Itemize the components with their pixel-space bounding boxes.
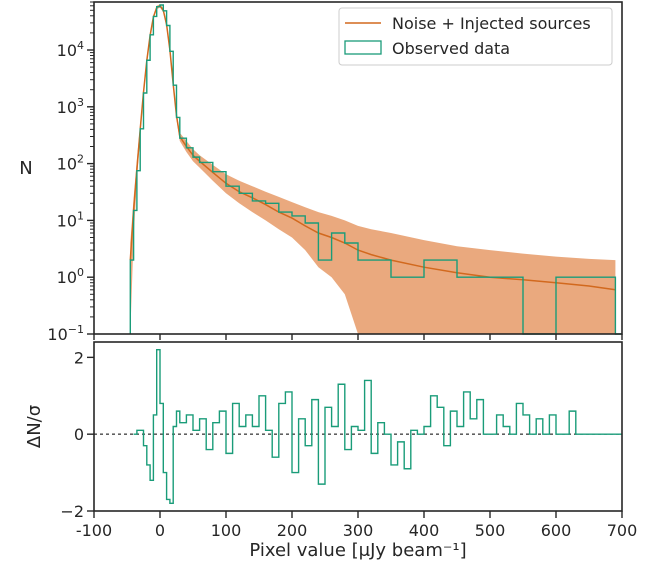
y-tick-label: 104 <box>57 39 84 60</box>
top-y-axis-label: N <box>19 158 32 179</box>
y-tick-label: 102 <box>57 153 84 174</box>
x-tick-label: 400 <box>409 521 440 540</box>
y-tick-label: 100 <box>57 266 84 287</box>
residual-y-axis-label: ΔN/σ <box>24 405 45 448</box>
x-tick-label: 200 <box>277 521 308 540</box>
model-line <box>129 4 616 291</box>
x-tick-label: 600 <box>541 521 572 540</box>
legend-box-marker <box>344 40 382 55</box>
model-uncertainty-band <box>130 4 616 334</box>
residual-y-tick-label: 0 <box>74 425 84 444</box>
bottom-panel: −2 0 2 -100 0 100 200 300 400 500 600 700 Pixel valu… <box>24 341 638 561</box>
x-tick-label: 100 <box>211 521 242 540</box>
x-tick-label: 500 <box>475 521 506 540</box>
y-tick-label: 10−1 <box>47 323 84 344</box>
legend-label-observed: Observed data <box>392 39 510 58</box>
x-tick-label: 700 <box>607 521 638 540</box>
x-axis-label: Pixel value [μJy beam⁻¹] <box>249 540 466 561</box>
observed-step-line <box>129 4 622 335</box>
legend-label-model: Noise + Injected sources <box>392 14 591 33</box>
residual-y-tick-label: −2 <box>60 502 84 521</box>
x-tick-label: 300 <box>343 521 374 540</box>
legend: Noise + Injected sources Observed data <box>338 7 613 66</box>
y-tick-label: 103 <box>57 96 84 117</box>
y-tick-label: 101 <box>57 209 84 230</box>
x-tick-label: -100 <box>76 521 112 540</box>
residual-y-tick-label: 2 <box>74 348 84 367</box>
top-panel: 10−1 100 101 102 103 104 N Noise + Injected sou… <box>19 1 623 344</box>
x-tick-label: 0 <box>155 521 165 540</box>
residual-step-line <box>133 348 622 505</box>
legend-box <box>338 7 613 66</box>
